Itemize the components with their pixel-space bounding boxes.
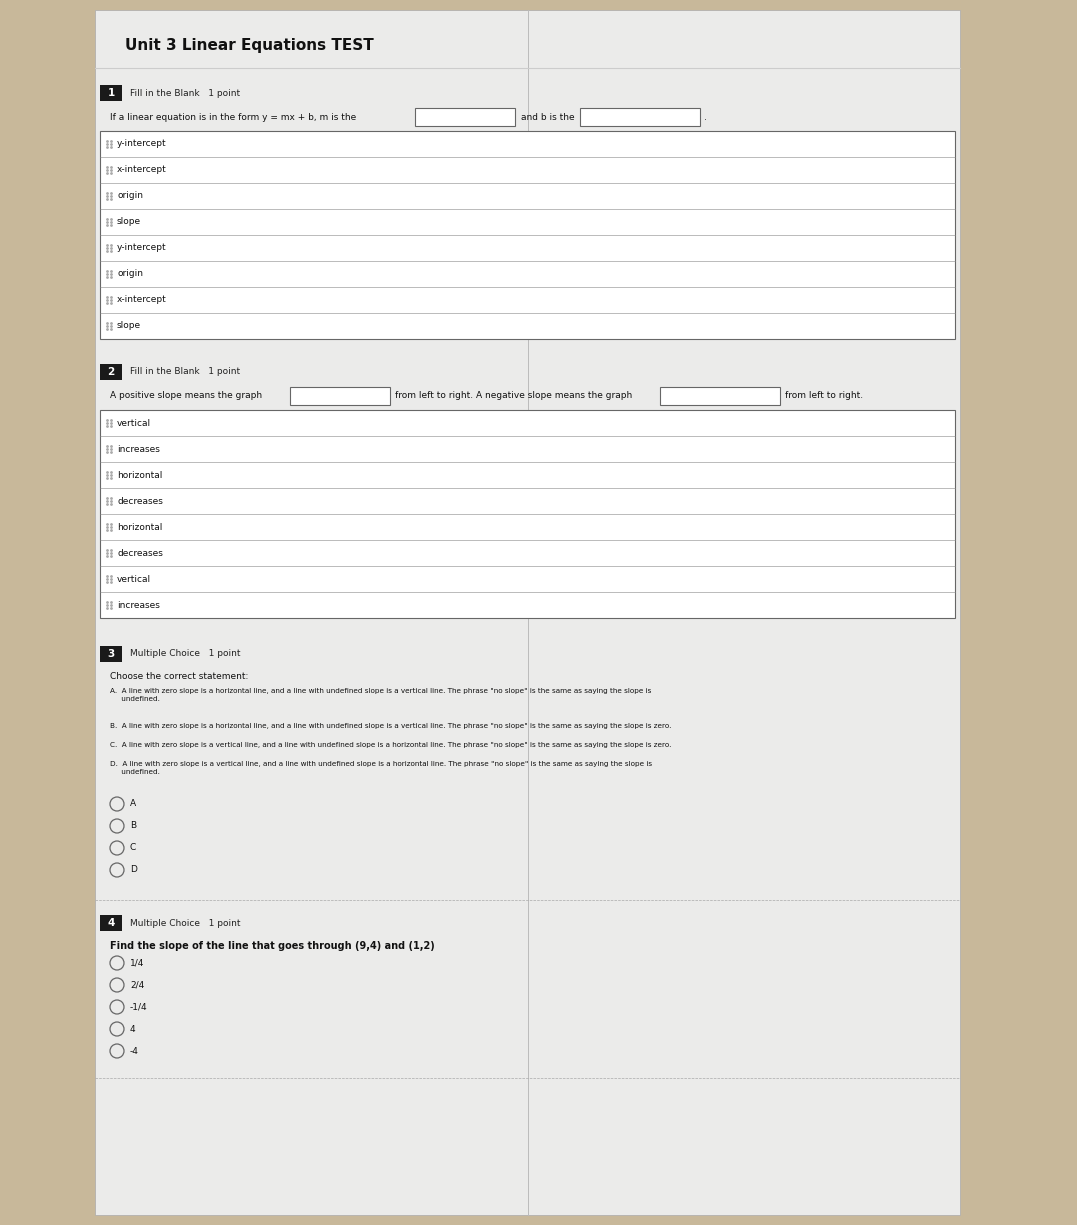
Text: -1/4: -1/4	[130, 1002, 148, 1012]
Text: D: D	[130, 866, 137, 875]
Text: 3: 3	[108, 649, 114, 659]
Text: decreases: decreases	[117, 549, 163, 557]
Bar	[290, 387, 390, 405]
Text: A.  A line with zero slope is a horizontal line, and a line with undefined slope: A. A line with zero slope is a horizonta…	[110, 688, 652, 702]
Text: Multiple Choice   1 point: Multiple Choice 1 point	[130, 919, 240, 927]
Text: origin: origin	[117, 191, 143, 201]
Text: 2: 2	[108, 368, 114, 377]
Text: horizontal: horizontal	[117, 470, 163, 479]
Bar	[100, 646, 122, 662]
Text: from left to right.: from left to right.	[785, 392, 863, 401]
Text: decreases: decreases	[117, 496, 163, 506]
Text: from left to right. A negative slope means the graph: from left to right. A negative slope mea…	[395, 392, 632, 401]
Bar	[415, 108, 515, 126]
Text: .: .	[704, 113, 707, 121]
Text: If a linear equation is in the form y = mx + b, m is the: If a linear equation is in the form y = …	[110, 113, 356, 121]
Bar	[100, 85, 122, 100]
Text: increases: increases	[117, 445, 159, 453]
Text: B.  A line with zero slope is a horizontal line, and a line with undefined slope: B. A line with zero slope is a horizonta…	[110, 723, 671, 729]
Bar	[100, 410, 955, 617]
Text: y-intercept: y-intercept	[117, 140, 167, 148]
Text: 1: 1	[108, 88, 114, 98]
Bar	[100, 915, 122, 931]
Text: Find the slope of the line that goes through (9,4) and (1,2): Find the slope of the line that goes thr…	[110, 941, 435, 951]
Text: C.  A line with zero slope is a vertical line, and a line with undefined slope i: C. A line with zero slope is a vertical …	[110, 742, 671, 748]
Text: x-intercept: x-intercept	[117, 165, 167, 174]
Text: and b is the: and b is the	[521, 113, 575, 121]
Bar	[100, 131, 955, 339]
Text: Multiple Choice   1 point: Multiple Choice 1 point	[130, 649, 240, 659]
Text: Choose the correct statement:: Choose the correct statement:	[110, 673, 249, 681]
Text: vertical: vertical	[117, 575, 151, 583]
Bar	[581, 108, 700, 126]
Text: Fill in the Blank   1 point: Fill in the Blank 1 point	[130, 368, 240, 376]
Bar	[660, 387, 780, 405]
Text: 1/4: 1/4	[130, 958, 144, 968]
Text: B: B	[130, 822, 136, 831]
Text: -4: -4	[130, 1046, 139, 1056]
Text: x-intercept: x-intercept	[117, 295, 167, 305]
Text: vertical: vertical	[117, 419, 151, 428]
Bar	[100, 364, 122, 380]
Text: 2/4: 2/4	[130, 980, 144, 990]
Text: y-intercept: y-intercept	[117, 244, 167, 252]
Text: slope: slope	[117, 218, 141, 227]
Text: slope: slope	[117, 321, 141, 331]
Bar	[95, 10, 960, 1215]
Text: C: C	[130, 844, 137, 853]
Text: Fill in the Blank   1 point: Fill in the Blank 1 point	[130, 88, 240, 98]
Text: 4: 4	[108, 918, 114, 929]
Text: 4: 4	[130, 1024, 136, 1034]
Text: horizontal: horizontal	[117, 523, 163, 532]
Text: origin: origin	[117, 270, 143, 278]
Text: A positive slope means the graph: A positive slope means the graph	[110, 392, 262, 401]
Text: increases: increases	[117, 600, 159, 610]
Text: A: A	[130, 800, 136, 809]
Text: D.  A line with zero slope is a vertical line, and a line with undefined slope i: D. A line with zero slope is a vertical …	[110, 761, 653, 775]
Text: Unit 3 Linear Equations TEST: Unit 3 Linear Equations TEST	[125, 38, 374, 53]
